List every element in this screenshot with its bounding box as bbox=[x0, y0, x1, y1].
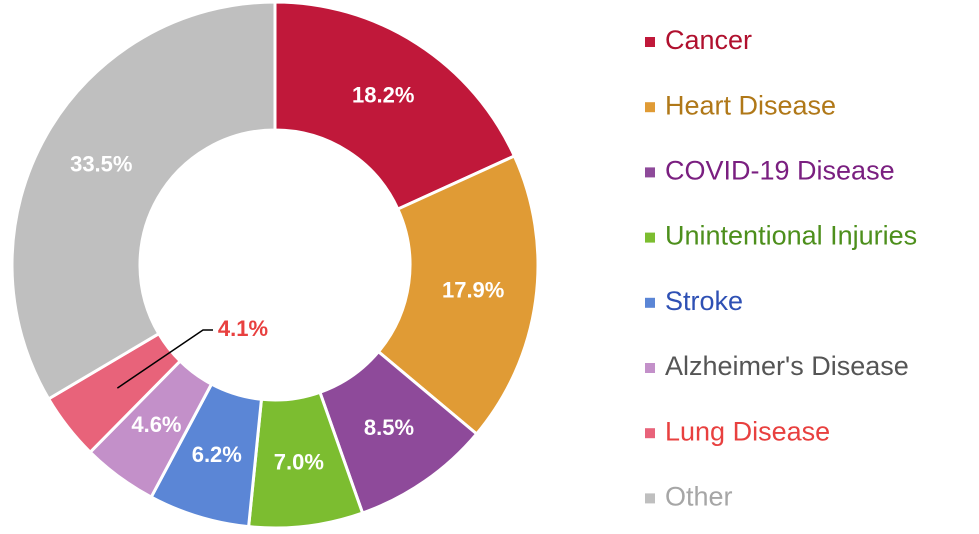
slice bbox=[273, 0, 517, 212]
data-label: 4.6% bbox=[131, 412, 181, 437]
legend-marker bbox=[645, 232, 655, 243]
legend-label: Lung Disease bbox=[665, 416, 830, 446]
legend-label: Stroke bbox=[665, 286, 743, 316]
legend-label: COVID-19 Disease bbox=[665, 156, 895, 186]
legend-marker bbox=[645, 167, 655, 178]
legend-marker bbox=[645, 297, 655, 308]
slice bbox=[376, 154, 540, 437]
legend-label: Cancer bbox=[665, 25, 752, 55]
legend-label: Heart Disease bbox=[665, 90, 836, 120]
slice bbox=[10, 0, 277, 401]
data-label: 4.1% bbox=[218, 316, 268, 341]
data-label: 8.5% bbox=[364, 415, 414, 440]
legend-marker bbox=[645, 428, 655, 439]
data-label: 33.5% bbox=[70, 152, 132, 177]
legend-marker bbox=[645, 102, 655, 113]
legend-label: Unintentional Injuries bbox=[665, 221, 917, 251]
legend-label: Other bbox=[665, 482, 733, 512]
data-label: 17.9% bbox=[442, 278, 504, 303]
legend-marker bbox=[645, 493, 655, 504]
data-label: 18.2% bbox=[352, 83, 414, 108]
leader-line bbox=[116, 329, 213, 389]
legend-marker bbox=[645, 363, 655, 373]
legend-marker bbox=[645, 37, 655, 47]
data-label: 6.2% bbox=[192, 442, 242, 467]
legend-label: Alzheimer's Disease bbox=[665, 351, 909, 381]
data-label: 7.0% bbox=[274, 449, 324, 474]
